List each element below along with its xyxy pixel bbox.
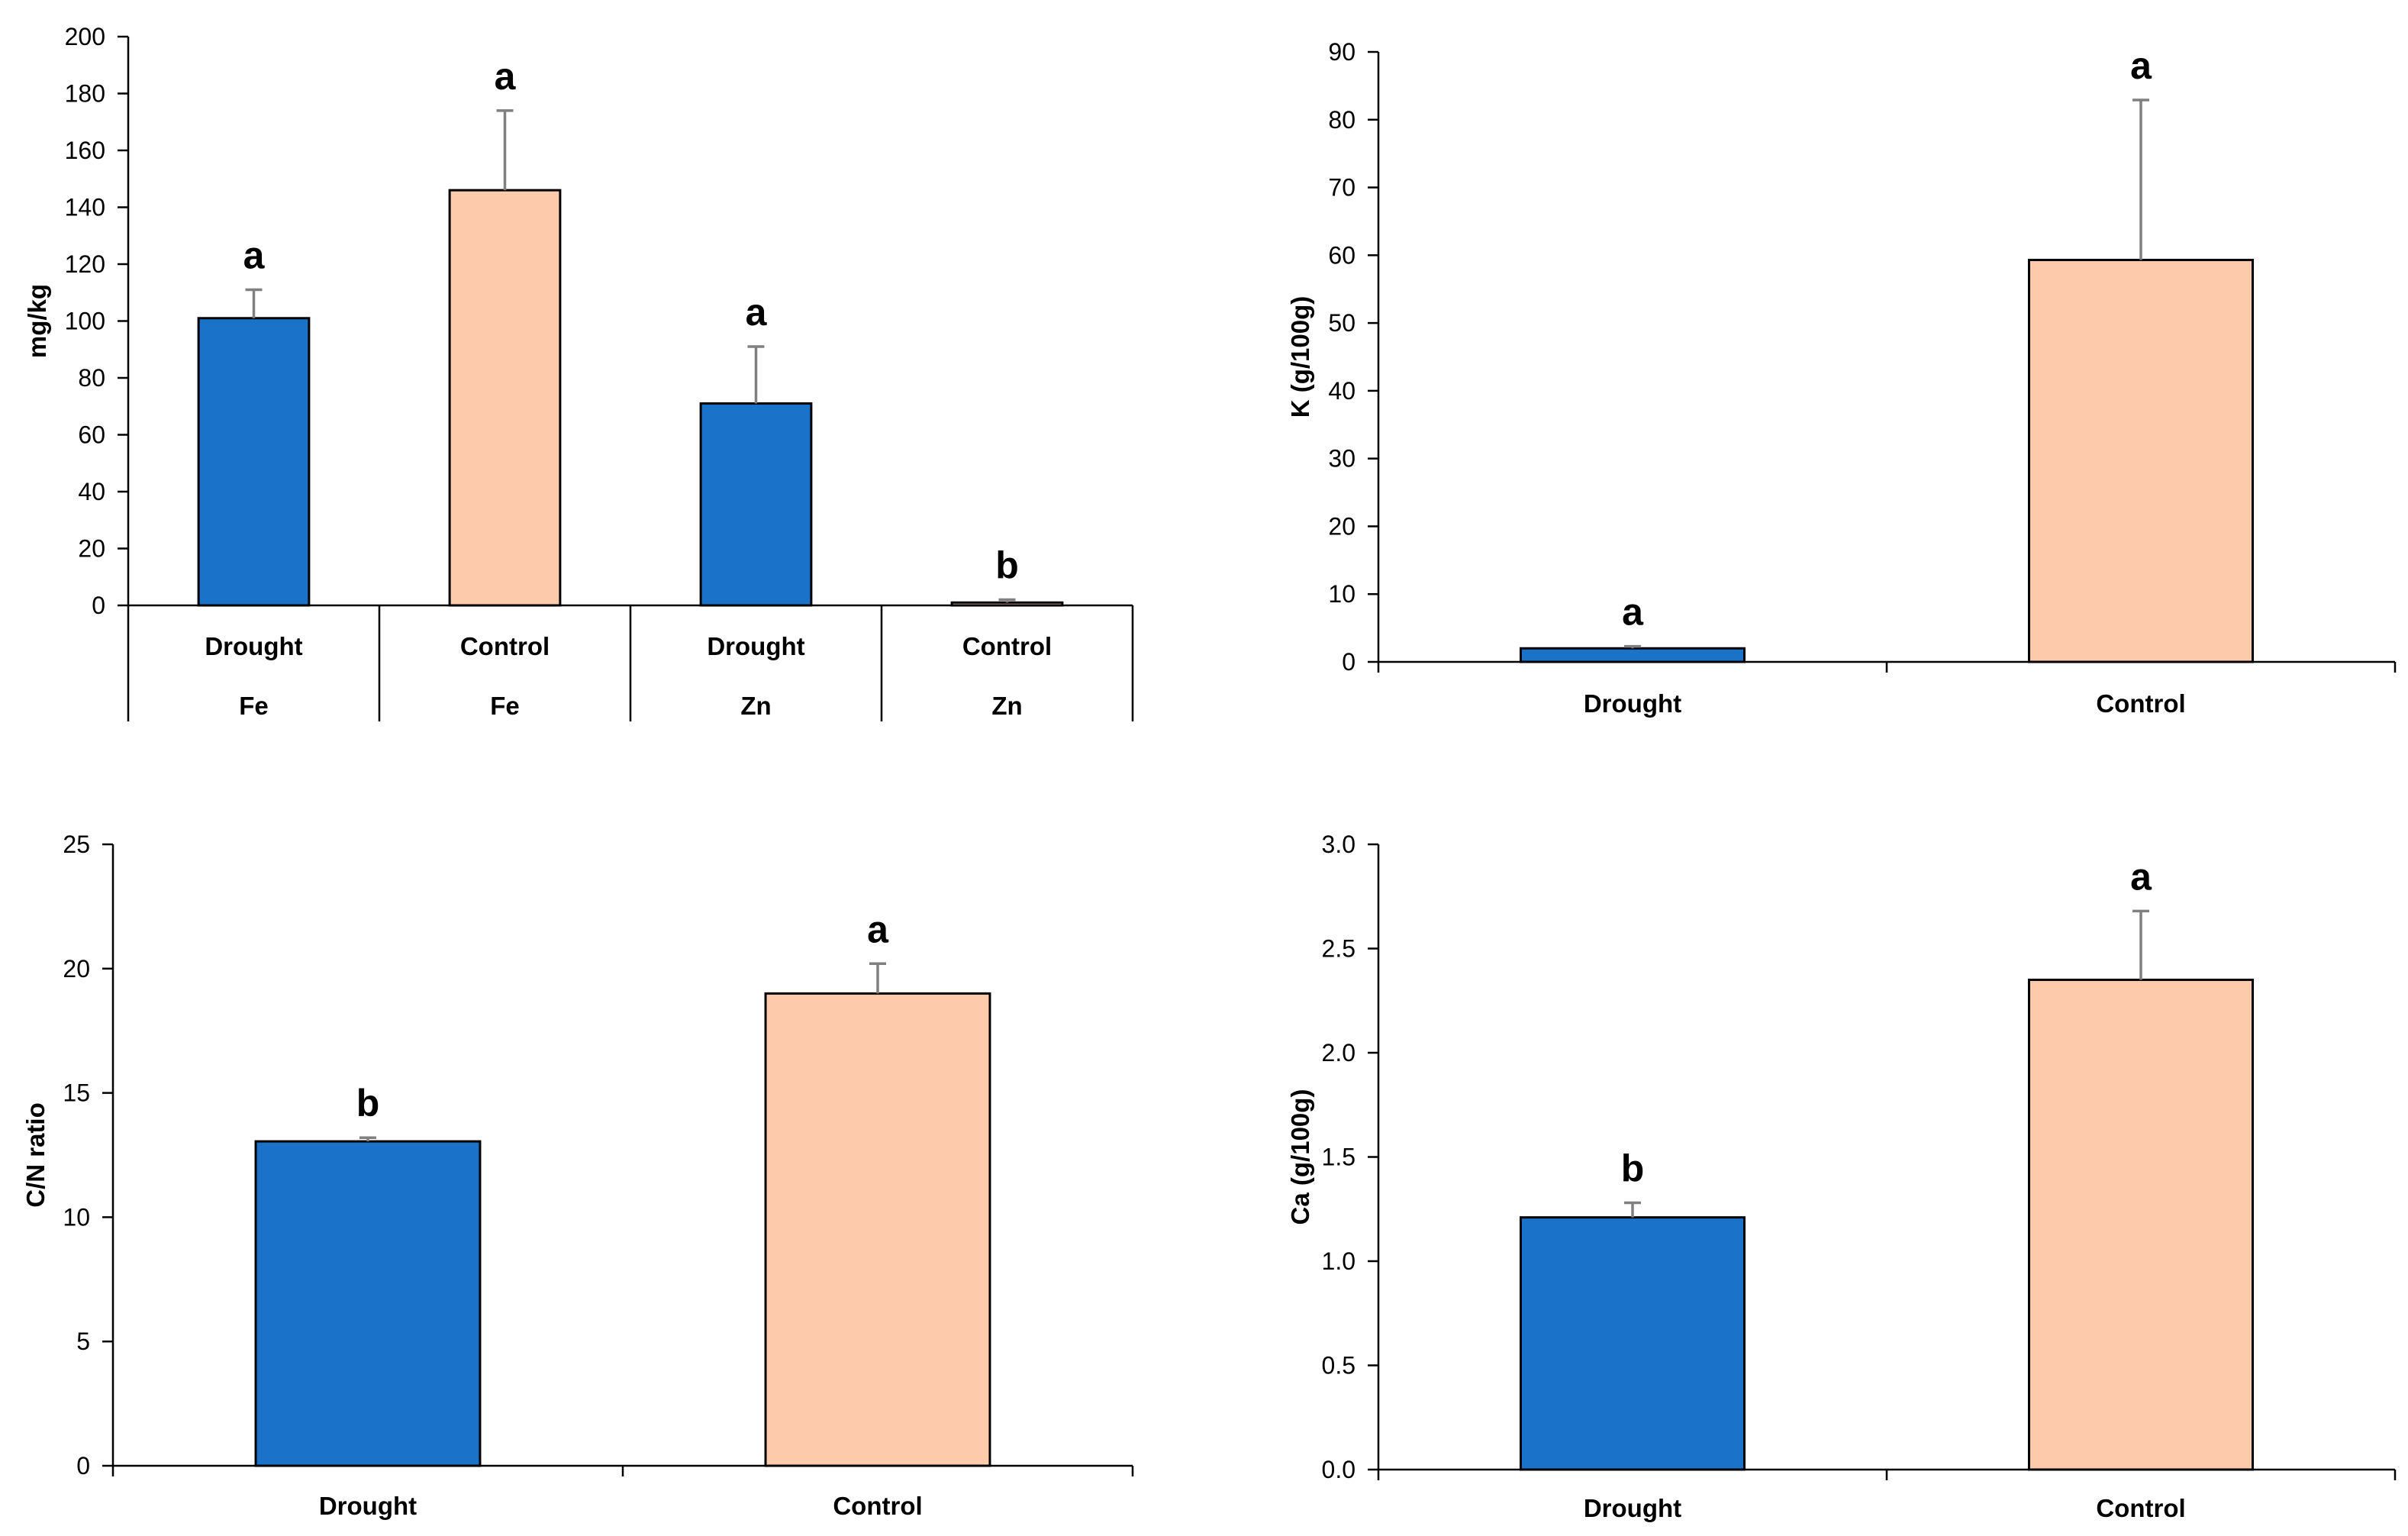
bar-drought [699,402,813,607]
significance-letter: a [2130,44,2152,87]
bar-control [764,992,991,1467]
significance-letter: a [495,55,517,98]
y-tick-label: 10 [63,1203,90,1231]
y-tick-label: 80 [78,364,105,392]
group-label: Fe [239,692,269,720]
y-tick-label: 0 [76,1452,90,1480]
chart-calcium: 0.0 0.5 1.0 1.5 2.0 2.5 3.0 Ca (g/100g) b Drought… [1286,831,2397,1522]
y-tick-label: 80 [1328,106,1356,134]
y-tick-label: 15 [63,1079,90,1107]
x-tick-label: Drought [1584,1494,1681,1522]
x-tick-label: Drought [707,632,804,660]
y-tick-label: 60 [78,421,105,449]
significance-letter: b [1621,1147,1645,1190]
y-axis-label: Ca (g/100g) [1286,1089,1314,1225]
y-tick-label: 160 [65,137,105,164]
bar-drought [1519,647,1746,663]
group-label: Fe [490,692,520,720]
significance-letter: a [2130,855,2152,898]
significance-letter: b [356,1082,380,1125]
chart-fe-zn: 0 20 40 60 80 100 120 140 160 180 200 mg/kg a Drought… [23,23,1134,721]
y-tick-label: 0 [1342,648,1356,676]
chart-cn-ratio: 0 5 10 15 20 25 C/N ratio b Drought a Control [21,831,1134,1520]
group-label: Zn [740,692,771,720]
x-tick-label: Control [2096,1494,2185,1522]
y-axis-label: K (g/100g) [1286,296,1314,418]
y-tick-label: 40 [1328,377,1356,405]
y-tick-label: 5 [76,1328,90,1355]
significance-letter: a [867,908,889,950]
y-tick-label: 20 [78,535,105,563]
y-tick-label: 90 [1328,38,1356,66]
x-tick-label: Control [2096,689,2185,718]
y-tick-label: 0.5 [1322,1352,1356,1379]
y-tick-label: 3.0 [1322,831,1356,858]
y-tick-label: 200 [65,23,105,50]
y-tick-label: 40 [78,478,105,505]
x-tick-label: Control [833,1492,922,1520]
y-tick-label: 120 [65,250,105,278]
y-tick-label: 70 [1328,174,1356,202]
y-tick-label: 2.5 [1322,935,1356,963]
bar-control [2027,978,2255,1471]
y-tick-label: 50 [1328,309,1356,337]
x-tick-label: Drought [1584,689,1681,718]
y-tick-label: 30 [1328,445,1356,473]
y-tick-label: 1.0 [1322,1247,1356,1275]
y-tick-label: 20 [63,955,90,983]
significance-letter: b [995,544,1019,587]
y-tick-label: 140 [65,194,105,221]
x-tick-label: Control [962,632,1052,660]
bar-control [2027,259,2255,663]
y-tick-label: 180 [65,80,105,108]
x-tick-label: Control [460,632,550,660]
bar-control [448,189,562,607]
y-tick-label: 2.0 [1322,1039,1356,1066]
bar-drought [1519,1216,1746,1471]
y-tick-label: 60 [1328,241,1356,269]
significance-letter: a [746,291,768,334]
y-tick-label: 25 [63,831,90,858]
bar-drought [197,317,311,607]
x-tick-label: Drought [319,1492,417,1520]
y-tick-label: 0.0 [1322,1456,1356,1483]
y-tick-label: 10 [1328,580,1356,608]
significance-letter: a [243,234,266,277]
y-tick-label: 100 [65,308,105,335]
chart-potassium: 0 10 20 30 40 50 60 70 80 90 K (g/100g) a Drought a Co… [1286,38,2397,718]
bar-control [950,601,1064,607]
y-tick-label: 0 [92,592,105,619]
x-tick-label: Drought [205,632,302,660]
significance-letter: a [1622,591,1644,634]
y-tick-label: 20 [1328,512,1356,540]
group-label: Zn [991,692,1022,720]
y-axis-label: mg/kg [23,284,51,358]
bar-drought [254,1140,482,1467]
y-axis-label: C/N ratio [21,1102,50,1208]
y-tick-label: 1.5 [1322,1144,1356,1171]
